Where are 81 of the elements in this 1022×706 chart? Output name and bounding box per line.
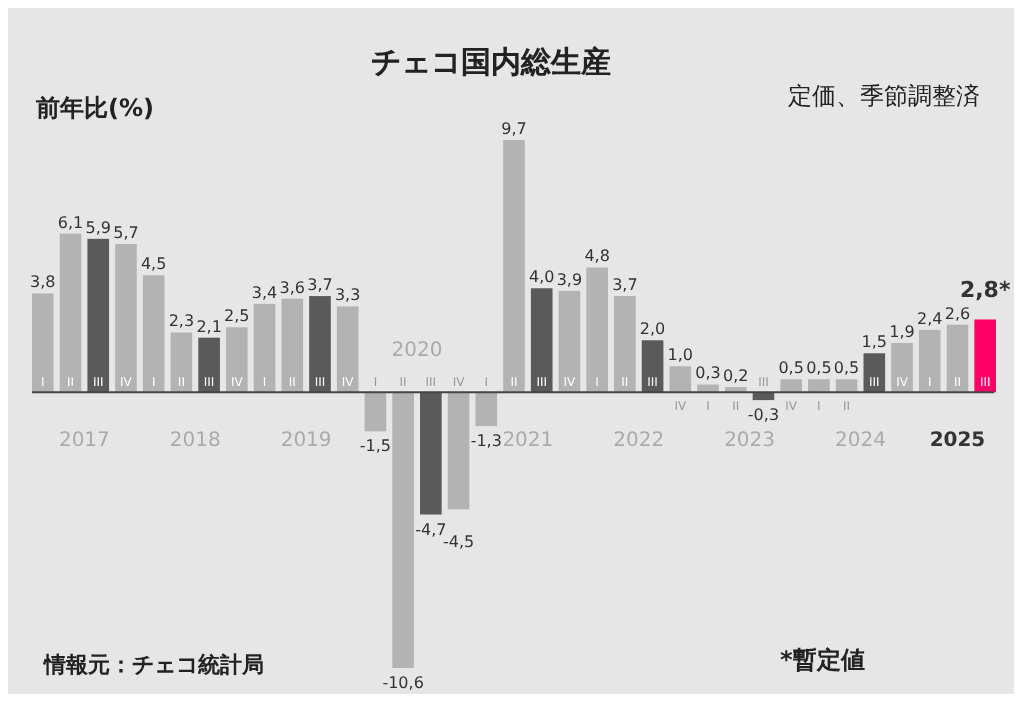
- data-label: -4,5: [442, 533, 475, 552]
- data-label: 3,7: [307, 276, 333, 295]
- bar: [530, 288, 553, 393]
- bar: [336, 306, 359, 393]
- data-label: 0,5: [806, 359, 832, 378]
- annotation: 2025: [929, 430, 986, 453]
- bar: [198, 337, 220, 393]
- chart-subtitle: 定価、季節調整済: [788, 82, 980, 110]
- bar: [586, 267, 608, 393]
- annotation: 2017: [58, 430, 110, 453]
- data-label: 1,0: [667, 346, 694, 365]
- data-label: 2,4: [917, 309, 943, 328]
- bar: [475, 392, 498, 427]
- data-label: 3,9: [556, 270, 583, 289]
- data-label: 1,5: [861, 333, 888, 352]
- data-label: 0,5: [778, 359, 804, 378]
- data-label: -4,7: [415, 520, 447, 539]
- bar: [32, 293, 54, 393]
- annotation: 情報元：チェコ統計局: [42, 652, 264, 678]
- bar: [447, 392, 470, 510]
- annotation: 2023: [724, 430, 776, 453]
- data-label: 3,6: [279, 278, 305, 297]
- bar: [918, 329, 941, 393]
- data-label: -1,3: [470, 432, 502, 451]
- bar: [420, 392, 442, 515]
- bar: [669, 366, 692, 393]
- bar: [641, 340, 664, 393]
- data-label: 9,7: [501, 120, 527, 138]
- chart-title: チェコ国内総生産: [371, 44, 611, 80]
- bar: [780, 379, 802, 393]
- data-label: -0,3: [747, 406, 780, 425]
- bar: [142, 275, 165, 393]
- data-label: 3,8: [30, 273, 56, 292]
- bar: [946, 324, 969, 393]
- data-label: 2,6: [944, 304, 971, 323]
- data-label: 2,3: [168, 312, 195, 331]
- data-label: 0,5: [833, 359, 860, 378]
- data-label: -10,6: [382, 674, 424, 692]
- data-label: 1,9: [889, 322, 915, 341]
- annotation: 2020: [391, 340, 443, 363]
- bar: [808, 379, 830, 393]
- data-label: 0,3: [695, 364, 721, 383]
- data-label: 3,3: [334, 286, 361, 305]
- bar: [281, 298, 304, 393]
- data-label: 4,0: [528, 268, 555, 287]
- data-label: 2,1: [196, 317, 222, 336]
- data-label: 2,5: [224, 307, 250, 326]
- bar: [503, 140, 525, 393]
- data-label: 4,5: [140, 255, 167, 274]
- bar: [558, 290, 581, 393]
- bar: [392, 392, 414, 668]
- annotation: 2024: [835, 430, 886, 453]
- bar: [835, 379, 858, 393]
- bar: [253, 303, 276, 393]
- bar: [974, 319, 996, 393]
- bar: [87, 238, 110, 393]
- bar: [59, 233, 82, 393]
- bar: [170, 332, 193, 393]
- data-label: -1,5: [359, 437, 392, 456]
- data-label: 3,7: [612, 276, 638, 295]
- data-label: 5,9: [85, 218, 111, 237]
- data-label: 2,8*: [959, 277, 1011, 304]
- data-label: 5,7: [113, 224, 139, 243]
- data-label: 0,2: [723, 367, 749, 386]
- bar: [115, 244, 137, 393]
- bar: [226, 327, 248, 393]
- bar: [364, 392, 387, 432]
- annotation: 2018: [169, 430, 221, 453]
- y-axis-title: 前年比(%): [34, 94, 154, 122]
- data-label: 3,4: [251, 283, 278, 302]
- bar: [697, 384, 719, 393]
- annotation: 2021: [502, 430, 554, 453]
- bar: [614, 296, 636, 393]
- annotation: *暫定値: [780, 646, 865, 674]
- bar: [891, 342, 913, 393]
- data-label: 2,0: [639, 320, 666, 339]
- data-label: 4,8: [584, 247, 610, 266]
- annotation: 2019: [280, 430, 332, 453]
- annotation: 2022: [613, 430, 665, 453]
- data-label: 6,1: [57, 213, 84, 232]
- bar: [309, 296, 331, 393]
